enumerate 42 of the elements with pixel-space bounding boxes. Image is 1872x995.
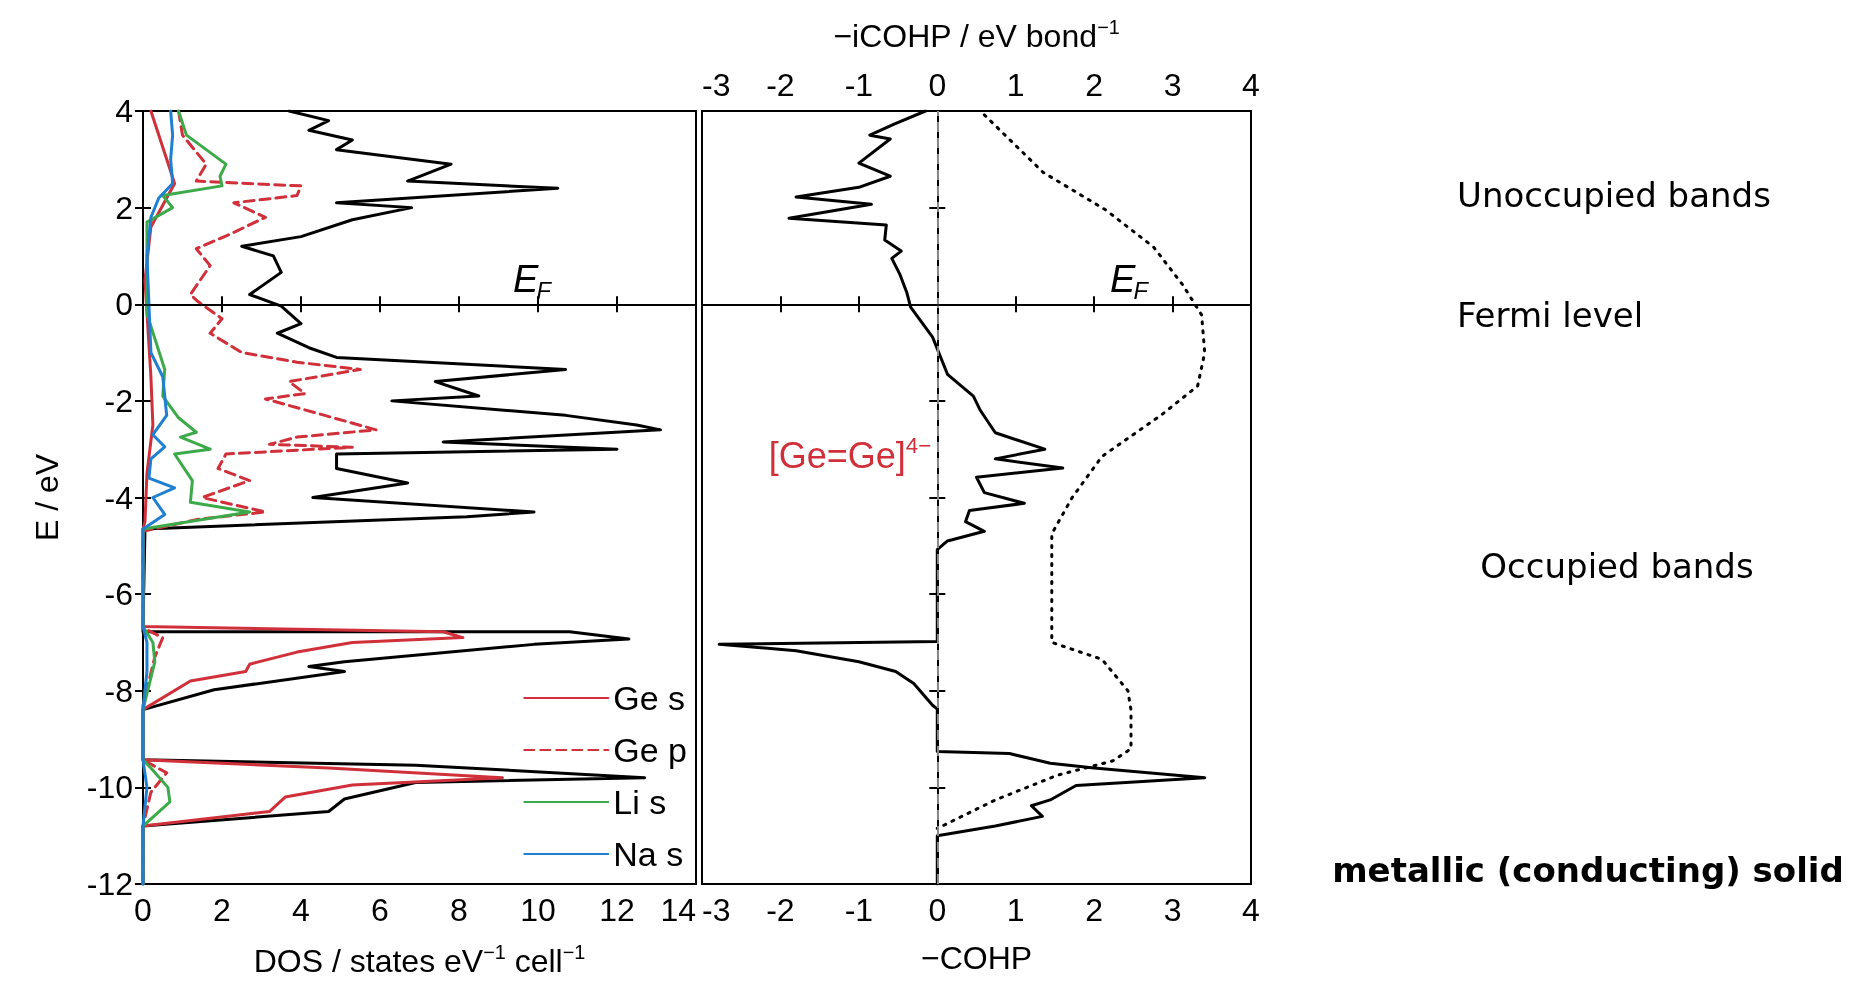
x-tick-label: 3 [1163, 892, 1182, 928]
x-tick-label: 10 [520, 892, 556, 928]
y-tick-label: -8 [104, 672, 133, 709]
x-tick-label: 12 [599, 892, 635, 928]
y-tick-label: -6 [104, 576, 133, 613]
y-tick-label: -4 [104, 479, 133, 516]
x-tick-label: 1 [1006, 892, 1025, 928]
x-tick-label: 8 [450, 892, 468, 928]
y-tick-label: -2 [104, 382, 133, 419]
x2-tick-label: 2 [1085, 67, 1104, 103]
text: Occupied bands [1480, 546, 1754, 586]
text: metallic (conducting) solid [1332, 850, 1844, 890]
y-tick-label: 4 [115, 93, 133, 129]
x-tick-label: 2 [213, 892, 231, 928]
y-tick-label: -12 [86, 866, 133, 902]
y-tick-label: -10 [86, 769, 133, 806]
x-axis-title: −COHP [920, 940, 1033, 976]
x-tick-label: -1 [844, 892, 874, 928]
x2-tick-label: -1 [844, 67, 874, 103]
legend-label: Na s [613, 835, 684, 873]
y-axis-title: E / eV [29, 453, 65, 542]
legend-label: Ge p [613, 731, 688, 769]
legend-label: Ge s [613, 679, 686, 717]
legend-label: Li s [613, 783, 667, 821]
x-tick-label: -2 [766, 892, 795, 928]
text: Fermi level [1456, 295, 1644, 335]
x2-tick-label: 0 [928, 67, 947, 103]
x-tick-label: 6 [371, 892, 389, 928]
x-tick-label: 2 [1085, 892, 1104, 928]
x2-tick-label: -3 [702, 67, 731, 103]
y-tick-label: 2 [115, 189, 133, 226]
y-tick-label: 0 [115, 286, 133, 323]
x-tick-label: 0 [928, 892, 947, 928]
x2-tick-label: -2 [766, 67, 795, 103]
x2-tick-label: 1 [1006, 67, 1025, 103]
x2-tick-label: 3 [1163, 67, 1182, 103]
x-tick-label: 14 [660, 892, 696, 928]
x-tick-label: -3 [702, 892, 731, 928]
x2-tick-label: 4 [1242, 67, 1260, 103]
x-tick-label: 4 [292, 892, 310, 928]
text: Unoccupied bands [1457, 175, 1771, 215]
x-tick-label: 4 [1242, 892, 1260, 928]
